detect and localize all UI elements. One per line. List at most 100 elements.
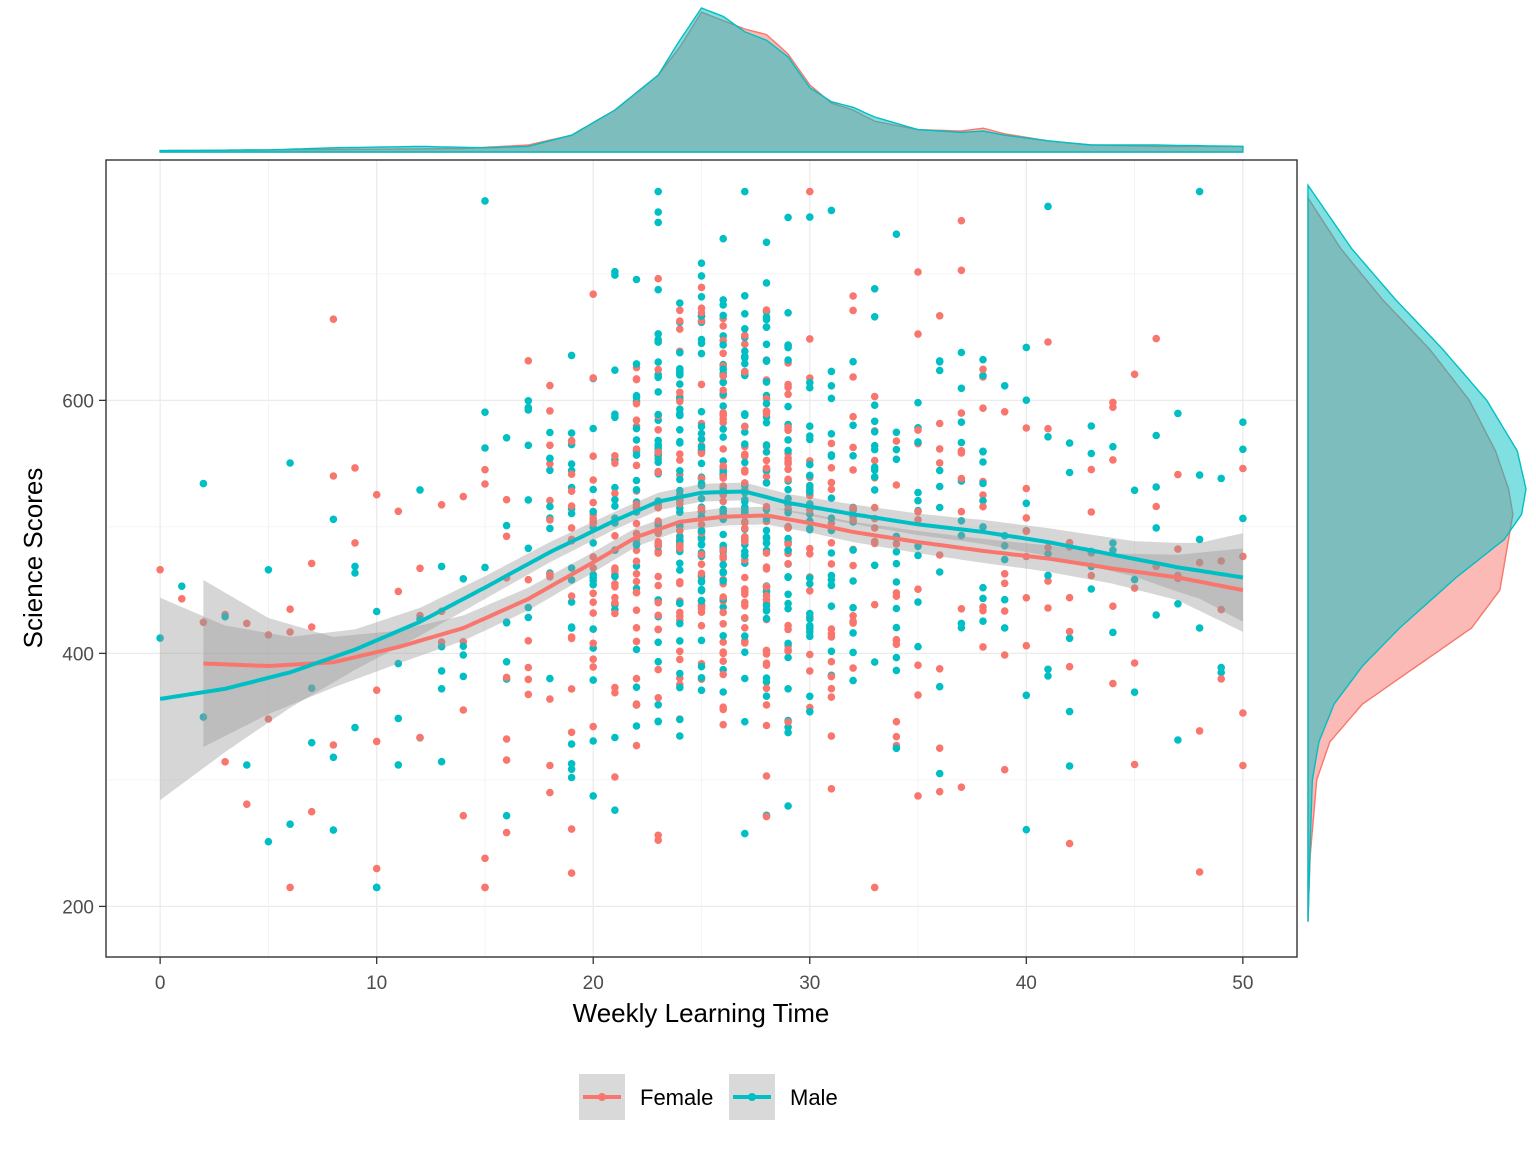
point-female xyxy=(784,718,792,726)
point-male xyxy=(870,473,879,481)
point-male xyxy=(567,351,576,360)
point-male xyxy=(719,632,727,640)
point-female xyxy=(676,306,684,315)
point-male xyxy=(784,509,792,517)
point-male xyxy=(806,708,814,716)
point-female xyxy=(567,825,576,833)
point-male xyxy=(979,523,987,531)
point-female xyxy=(502,735,511,743)
point-female xyxy=(827,693,836,701)
point-male xyxy=(654,285,662,294)
point-female xyxy=(611,489,619,498)
point-male xyxy=(654,410,662,419)
point-female xyxy=(719,608,727,617)
point-female xyxy=(979,643,987,651)
main-panel xyxy=(105,159,1298,958)
point-female xyxy=(481,883,489,892)
point-male xyxy=(979,458,987,466)
point-female xyxy=(654,549,662,557)
point-male xyxy=(1044,433,1052,441)
point-female xyxy=(719,462,727,470)
point-female xyxy=(979,365,987,374)
point-female xyxy=(719,670,727,679)
point-male xyxy=(892,445,901,454)
point-male xyxy=(784,402,792,411)
point-male xyxy=(827,602,836,610)
point-female xyxy=(762,772,771,780)
point-female xyxy=(1044,338,1052,346)
point-male xyxy=(697,540,706,548)
point-female xyxy=(589,452,597,461)
point-female xyxy=(827,625,836,633)
point-male xyxy=(892,604,901,613)
point-male xyxy=(676,559,684,568)
point-female xyxy=(654,448,662,457)
point-female xyxy=(567,728,576,737)
point-male xyxy=(697,494,706,503)
point-female xyxy=(719,349,727,358)
point-female xyxy=(892,640,901,649)
point-male xyxy=(697,422,706,431)
point-male xyxy=(741,829,749,838)
point-male xyxy=(459,672,468,681)
point-male xyxy=(741,632,749,640)
point-male xyxy=(870,658,879,666)
point-female xyxy=(892,437,901,445)
point-male xyxy=(1130,688,1139,696)
point-female xyxy=(1174,545,1182,553)
point-male xyxy=(351,569,359,577)
point-female xyxy=(762,659,771,668)
point-female xyxy=(827,539,836,547)
point-female xyxy=(264,631,273,639)
point-female xyxy=(741,422,749,431)
point-male xyxy=(1065,439,1074,447)
point-female xyxy=(806,650,814,659)
point-female xyxy=(654,665,662,674)
point-male xyxy=(1065,762,1074,770)
point-female xyxy=(784,457,792,466)
point-female xyxy=(849,504,857,512)
point-male xyxy=(437,685,446,693)
point-male xyxy=(741,325,749,333)
point-female xyxy=(719,593,727,601)
point-male xyxy=(546,466,554,475)
point-female xyxy=(827,684,836,693)
point-female xyxy=(827,439,836,448)
point-male xyxy=(784,341,792,350)
point-female xyxy=(827,633,836,641)
point-female xyxy=(1152,502,1160,511)
point-male xyxy=(892,230,901,238)
point-male xyxy=(1195,471,1204,479)
point-female xyxy=(676,579,684,588)
point-male xyxy=(806,486,814,494)
point-female xyxy=(719,620,727,628)
point-female xyxy=(1109,456,1117,464)
point-female xyxy=(567,502,576,510)
point-male xyxy=(849,357,857,366)
point-male xyxy=(286,459,294,467)
point-male xyxy=(784,213,792,222)
point-female xyxy=(632,588,641,597)
point-male xyxy=(1022,691,1031,700)
point-male xyxy=(632,436,641,444)
point-female xyxy=(1000,579,1009,588)
point-male xyxy=(979,583,987,592)
point-female xyxy=(1044,424,1052,433)
point-male xyxy=(697,407,706,416)
point-female xyxy=(156,565,164,574)
point-female xyxy=(1195,558,1204,567)
point-female xyxy=(654,836,662,844)
point-male xyxy=(719,365,727,373)
point-male xyxy=(784,485,792,494)
point-male xyxy=(762,441,771,449)
point-male xyxy=(827,430,836,438)
point-female xyxy=(1087,571,1096,580)
point-male xyxy=(892,559,901,568)
point-female xyxy=(1109,398,1117,407)
point-female xyxy=(632,461,641,470)
point-male xyxy=(1022,343,1031,352)
point-male xyxy=(849,421,857,430)
point-male xyxy=(264,837,273,846)
point-male xyxy=(849,452,857,460)
point-female xyxy=(459,492,468,501)
